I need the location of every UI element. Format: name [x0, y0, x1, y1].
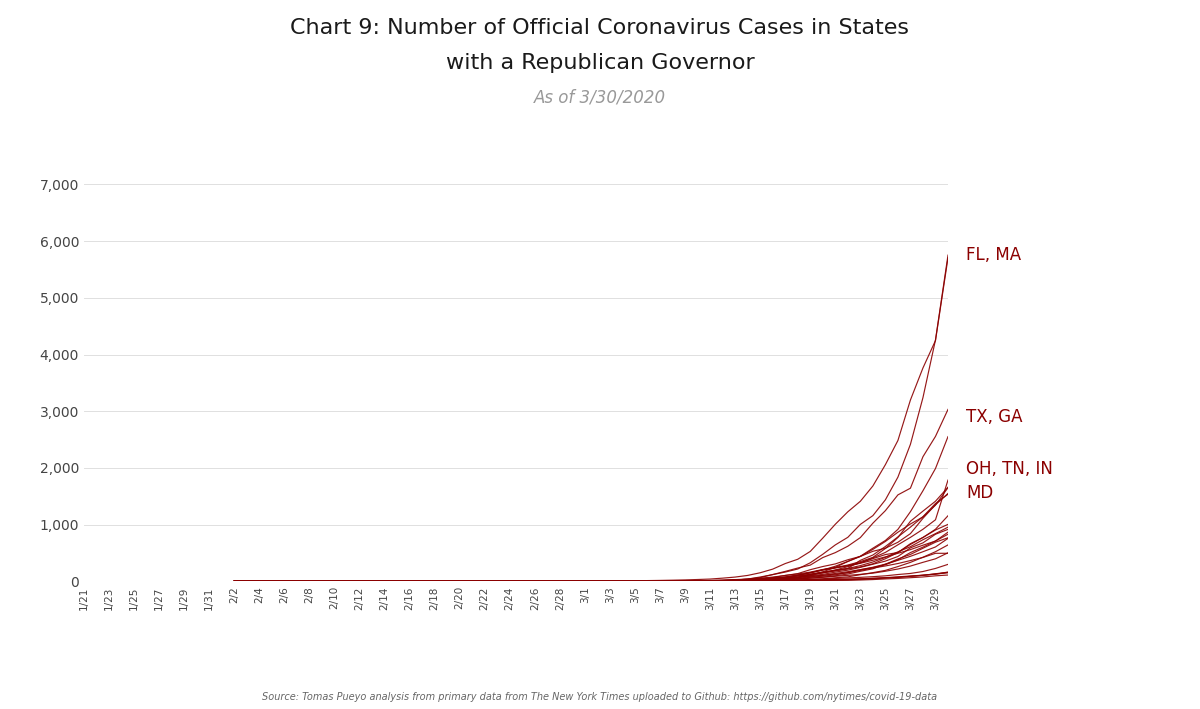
Text: OH, TN, IN: OH, TN, IN	[966, 460, 1052, 478]
Text: MD: MD	[966, 484, 994, 502]
Text: As of 3/30/2020: As of 3/30/2020	[534, 89, 666, 106]
Text: with a Republican Governor: with a Republican Governor	[445, 53, 755, 73]
Text: Source: Tomas Pueyo analysis from primary data from The New York Times uploaded : Source: Tomas Pueyo analysis from primar…	[263, 692, 937, 702]
Text: Chart 9: Number of Official Coronavirus Cases in States: Chart 9: Number of Official Coronavirus …	[290, 18, 910, 38]
Text: TX, GA: TX, GA	[966, 408, 1022, 426]
Text: FL, MA: FL, MA	[966, 246, 1021, 264]
